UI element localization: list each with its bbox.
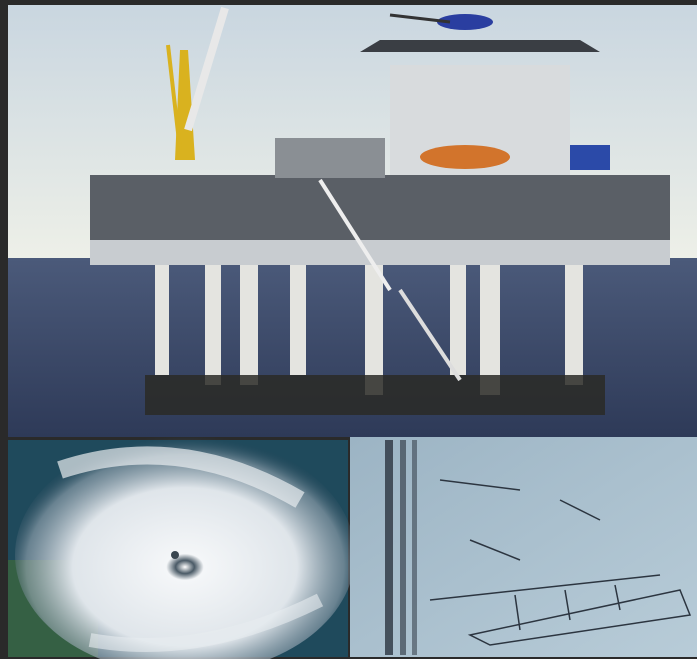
hurricane-satellite [8, 435, 355, 659]
sonar-scan [350, 437, 697, 657]
platform-photo [8, 5, 697, 437]
